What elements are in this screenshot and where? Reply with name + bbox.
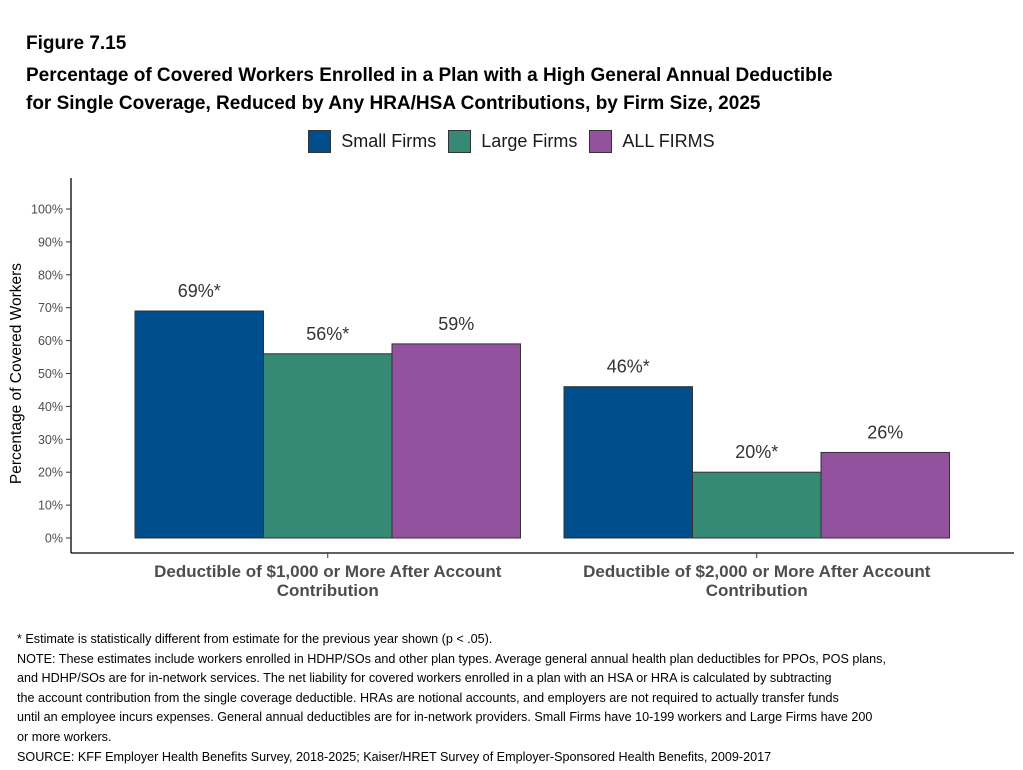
x-category-label: Deductible of $2,000 or More After Accou… — [583, 562, 931, 581]
y-tick-label: 50% — [38, 367, 63, 381]
x-category-label: Contribution — [706, 581, 808, 600]
bar — [263, 353, 393, 539]
y-tick-label: 10% — [38, 499, 63, 513]
bar-chart: 0% 10% 20% 30% 40% 50% 60% 70% 80% 90% 100% Percent… — [8, 178, 1014, 600]
x-category-label: Deductible of $1,000 or More After Accou… — [154, 562, 502, 581]
legend: Small Firms Large Firms ALL FIRMS — [0, 127, 1023, 155]
y-axis-label: Percentage of Covered Workers — [8, 263, 25, 484]
x-category-label: Contribution — [277, 581, 379, 600]
data-label: 46%* — [607, 357, 650, 377]
data-label: 26% — [867, 422, 903, 442]
data-label: 20%* — [735, 442, 778, 462]
legend-item-all-firms: ALL FIRMS — [589, 129, 715, 153]
note-line-1: * Estimate is statistically different fr… — [17, 632, 493, 646]
footnotes: * Estimate is statistically different fr… — [17, 630, 1017, 767]
note-line-6: or more workers. — [17, 729, 112, 744]
data-label: 59% — [438, 314, 474, 334]
legend-swatch-all-firms — [589, 129, 613, 153]
legend-item-small-firms: Small Firms — [308, 129, 437, 153]
title-line-2: for Single Coverage, Reduced by Any HRA/… — [26, 93, 761, 114]
data-label: 69%* — [178, 281, 221, 301]
figure-label: Figure 7.15 — [26, 33, 127, 54]
source-line: SOURCE: KFF Employer Health Benefits Sur… — [17, 749, 772, 764]
bar — [692, 471, 822, 539]
y-tick-label: 0% — [45, 532, 63, 546]
legend-label-small-firms: Small Firms — [341, 130, 437, 151]
chart-title: Percentage of Covered Workers Enrolled i… — [26, 62, 1006, 118]
note-line-2: NOTE: These estimates include workers en… — [17, 651, 886, 666]
bar — [820, 451, 950, 539]
note-line-5: until an employee incurs expenses. Gener… — [17, 710, 873, 725]
y-tick-label: 80% — [38, 268, 63, 282]
bar — [134, 310, 264, 539]
y-tick-label: 90% — [38, 235, 63, 249]
y-tick-label: 30% — [38, 433, 63, 447]
title-line-1: Percentage of Covered Workers Enrolled i… — [26, 65, 833, 86]
legend-swatch-small-firms — [308, 129, 332, 153]
y-tick-label: 60% — [38, 334, 63, 348]
y-tick-label: 100% — [31, 203, 63, 217]
y-tick-label: 70% — [38, 301, 63, 315]
y-tick-label: 40% — [38, 400, 63, 414]
note-line-4: the account contribution from the single… — [17, 690, 839, 705]
note-line-3: and HDHP/SOs are for in-network services… — [17, 671, 832, 686]
legend-item-large-firms: Large Firms — [448, 129, 578, 153]
legend-label-large-firms: Large Firms — [481, 130, 578, 151]
legend-swatch-large-firms — [448, 129, 472, 153]
bar — [563, 386, 693, 539]
data-label: 56%* — [306, 324, 349, 344]
y-tick-label: 20% — [38, 466, 63, 480]
legend-label-all-firms: ALL FIRMS — [622, 130, 715, 151]
bar — [391, 343, 521, 539]
